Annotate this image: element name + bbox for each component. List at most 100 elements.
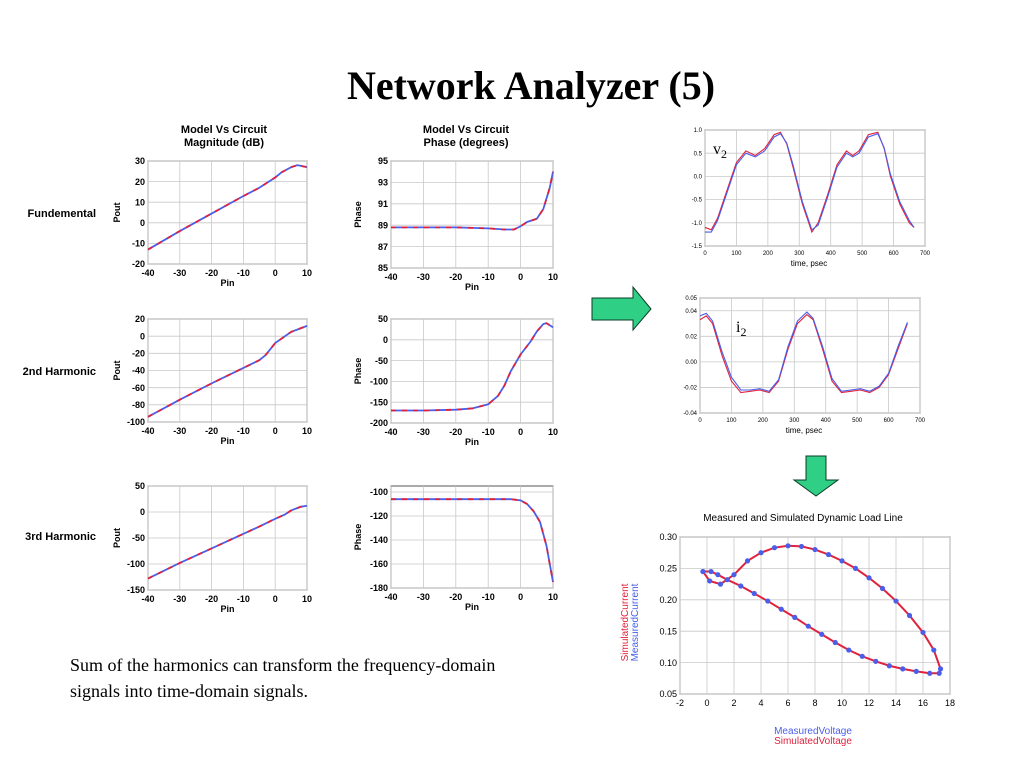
- y-tick-label: -1.5: [692, 244, 703, 250]
- y-tick-label: -100: [370, 377, 388, 387]
- x-tick-label: 600: [884, 418, 895, 424]
- series-line-model: [147, 504, 308, 580]
- y-tick-label: -120: [370, 511, 388, 521]
- down-arrow-icon: [792, 455, 840, 497]
- measured-point: [744, 558, 751, 564]
- series-line-circuit: [391, 171, 554, 231]
- y-tick-label: 0: [140, 507, 145, 517]
- series-line-blue: [699, 311, 908, 392]
- y-tick-label: 91: [378, 199, 388, 209]
- y-tick-label: 0.15: [659, 626, 677, 636]
- y-tick-label: -100: [370, 487, 388, 497]
- x-tick-label: 500: [852, 418, 863, 424]
- x-tick-label: 12: [864, 698, 874, 708]
- x-tick-label: 10: [302, 426, 312, 436]
- x-tick-label: 6: [785, 698, 790, 708]
- y-tick-label: 0.04: [685, 309, 697, 315]
- measured-point: [812, 546, 818, 553]
- y-tick-label: 20: [135, 314, 145, 324]
- y-tick-label: -140: [370, 535, 388, 545]
- x-tick-label: 0: [518, 272, 523, 282]
- x-tick-label: 200: [763, 251, 774, 257]
- measured-point: [832, 639, 838, 646]
- y-tick-label: 85: [378, 263, 388, 273]
- measured-point: [792, 614, 798, 620]
- measured-point: [927, 670, 933, 676]
- y-axis-label: Pout: [112, 528, 122, 548]
- x-tick-label: -40: [384, 427, 397, 437]
- x-tick-label: 400: [821, 418, 832, 424]
- measured-point: [873, 658, 879, 664]
- y-tick-label: -100: [127, 417, 145, 427]
- y-tick-label: -150: [127, 585, 145, 595]
- y-tick-label: -100: [127, 559, 145, 569]
- plot-area: [704, 129, 926, 247]
- x-tick-label: 0: [273, 268, 278, 278]
- measured-point: [708, 568, 714, 575]
- signal-label: i2: [736, 319, 746, 339]
- y-tick-label: -180: [370, 583, 388, 593]
- x-axis-label: time, psec: [786, 426, 822, 435]
- x-tick-label: -30: [173, 426, 186, 436]
- x-tick-label: -20: [449, 272, 462, 282]
- x-tick-label: -10: [237, 268, 250, 278]
- y-tick-label: 89: [378, 220, 388, 230]
- x-tick-label: -2: [676, 698, 684, 708]
- y-tick-label: 0.0: [694, 175, 703, 181]
- measured-point: [700, 568, 706, 575]
- y-tick-label: 0.20: [659, 595, 677, 605]
- y-tick-label: 0: [140, 218, 145, 228]
- x-tick-label: 2: [731, 698, 736, 708]
- series-line-circuit: [391, 322, 554, 412]
- x-tick-label: -30: [417, 272, 430, 282]
- y-tick-label: 30: [135, 156, 145, 166]
- measured-point: [798, 543, 805, 550]
- x-axis-label: Pin: [465, 437, 479, 447]
- x-tick-label: -10: [237, 594, 250, 604]
- y-tick-label: -20: [132, 348, 145, 358]
- y-tick-label: 95: [378, 156, 388, 166]
- x-tick-label: 0: [273, 594, 278, 604]
- x-tick-label: -40: [141, 268, 154, 278]
- y-tick-label: 87: [378, 242, 388, 252]
- measured-point: [906, 612, 913, 619]
- x-tick-label: 200: [758, 418, 769, 424]
- y-tick-label: 0: [383, 335, 388, 345]
- y-tick-label: -40: [132, 366, 145, 376]
- x-tick-label: 0: [704, 698, 709, 708]
- x-tick-label: -20: [205, 594, 218, 604]
- x-tick-label: 100: [731, 251, 742, 257]
- measured-point: [866, 575, 872, 581]
- measured-point: [859, 653, 865, 659]
- y-tick-label: 0.10: [659, 658, 677, 668]
- x-tick-label: -40: [384, 272, 397, 282]
- y-tick-label: -50: [132, 533, 145, 543]
- x-tick-label: 400: [826, 251, 837, 257]
- x-axis-label: Pin: [220, 436, 234, 446]
- y-axis-label: Phase: [353, 201, 363, 228]
- measured-point: [805, 623, 811, 629]
- y-tick-label: -10: [132, 239, 145, 249]
- chart-2nd-harmonic-magnitude: -40 -30 -20 -10 0 10200-20-40-60-80-100PinPou…: [112, 314, 312, 446]
- measured-point: [846, 647, 852, 653]
- y-axis-label: Pout: [112, 361, 122, 381]
- caption-line-1: Sum of the harmonics can transform the f…: [70, 655, 496, 675]
- magnitude-column-title-1: Model Vs Circuit: [181, 124, 268, 136]
- measured-point: [931, 647, 937, 653]
- x-tick-label: 0: [273, 426, 278, 436]
- y-tick-label: -20: [132, 259, 145, 269]
- y-tick-label: 0: [140, 331, 145, 341]
- y-tick-label: -0.04: [683, 411, 697, 417]
- x-tick-label: 700: [920, 251, 931, 257]
- x-tick-label: 0: [518, 427, 523, 437]
- measured-point: [771, 545, 778, 551]
- y-tick-label: -80: [132, 400, 145, 410]
- plot-area: [147, 160, 308, 265]
- measured-point: [936, 670, 942, 676]
- measured-point: [839, 558, 845, 564]
- y-tick-label: -160: [370, 559, 388, 569]
- x-tick-label: 10: [302, 268, 312, 278]
